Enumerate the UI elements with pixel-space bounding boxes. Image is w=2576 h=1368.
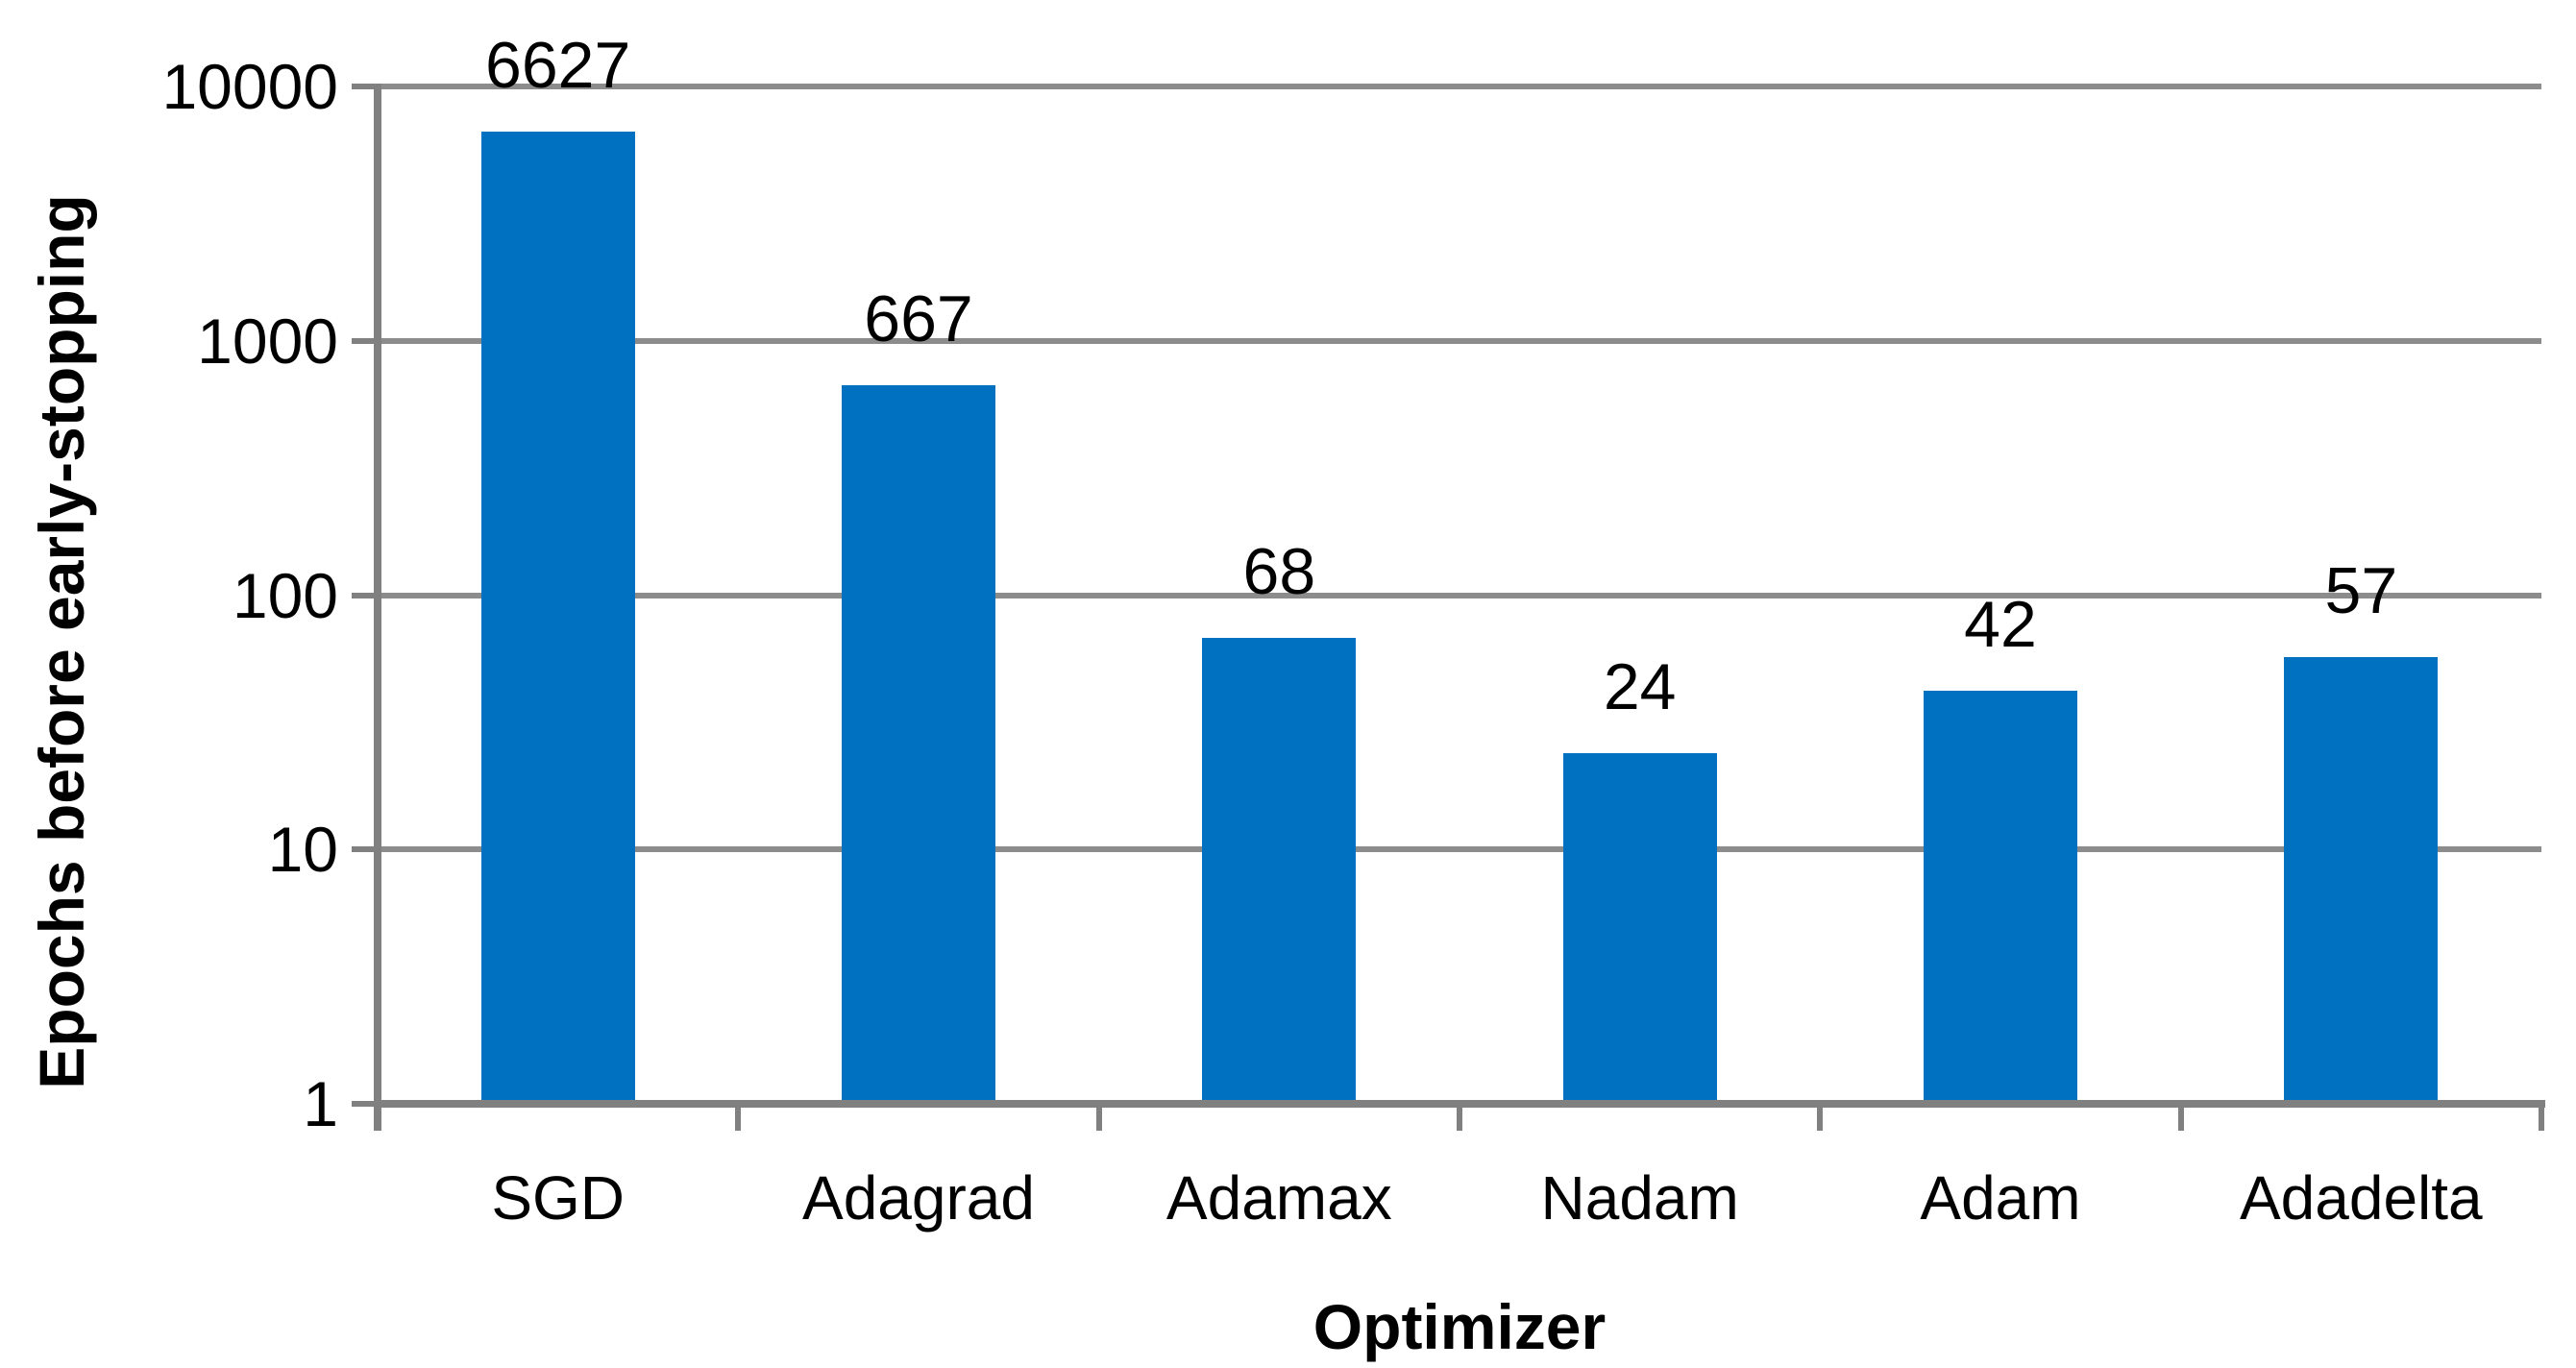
y-tick-label: 1 [303,1068,338,1139]
category-label-adam: Adam [1920,1163,2081,1233]
y-gridline [378,84,2541,89]
bar-adagrad [842,385,995,1104]
x-tick-mark [2177,1104,2184,1131]
bar-value-label: 57 [2324,554,2398,628]
y-tick-mark [352,846,378,853]
bar-adamax [1202,637,1357,1104]
y-tick-mark [352,592,378,598]
y-tick-mark [352,1101,378,1107]
y-gridline [378,337,2541,344]
y-tick-label: 100 [232,559,338,631]
y-gridline [378,846,2541,853]
category-label-adadelta: Adadelta [2239,1163,2483,1233]
x-tick-mark [735,1104,742,1131]
x-tick-mark [1457,1104,1462,1131]
category-label-adamax: Adamax [1165,1163,1392,1233]
x-tick-mark [1817,1104,1824,1131]
bar-value-label: 42 [1964,588,2037,662]
y-gridline [378,592,2541,598]
bar-value-label: 6627 [485,29,631,103]
bar-adam [1924,691,2077,1104]
bar-nadam [1562,752,1717,1104]
bar-value-label: 667 [864,282,973,356]
x-axis-title: Optimizer [1313,1291,1607,1362]
y-tick-mark [352,84,378,89]
bar-adadelta [2284,657,2439,1104]
y-tick-mark [352,337,378,344]
x-tick-mark [1095,1104,1102,1131]
bar-sgd [480,132,635,1104]
bar-value-label: 24 [1603,649,1677,723]
y-tick-label: 10 [267,814,338,886]
y-tick-label: 10000 [161,51,338,122]
x-tick-mark [375,1104,380,1131]
category-label-adagrad: Adagrad [802,1163,1035,1233]
category-label-sgd: SGD [491,1163,625,1233]
bar-value-label: 68 [1242,534,1316,608]
y-axis-line [374,84,381,1131]
category-label-nadam: Nadam [1540,1163,1739,1233]
x-tick-mark [2539,1104,2544,1131]
y-tick-label: 1000 [197,305,338,377]
